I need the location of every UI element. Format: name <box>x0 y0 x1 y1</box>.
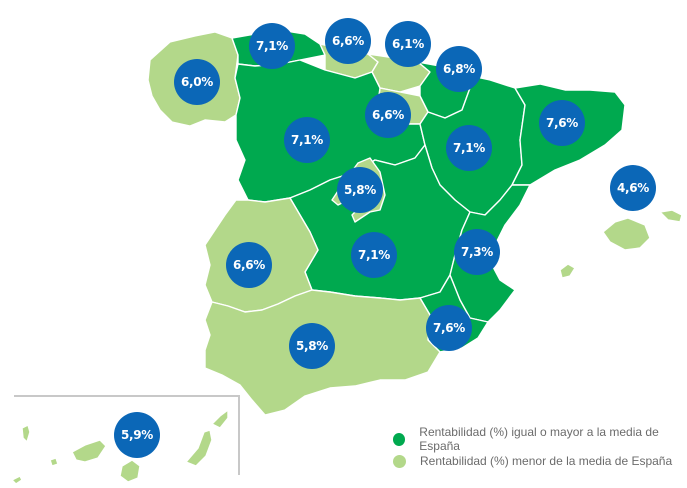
value-bubble-cantabria: 6,6% <box>325 18 371 64</box>
legend-label: Rentabilidad (%) menor de la media de Es… <box>420 454 673 468</box>
legend-item-below-average: Rentabilidad (%) menor de la media de Es… <box>393 450 687 472</box>
legend-dot-icon <box>393 432 406 446</box>
value-bubble-galicia: 6,0% <box>174 59 220 105</box>
value-bubble-extremadura: 6,6% <box>226 242 272 288</box>
region-canarias-fuerteventura[interactable] <box>185 429 213 467</box>
legend: Rentabilidad (%) igual o mayor a la medi… <box>393 425 687 472</box>
value-bubble-castilla-leon: 7,1% <box>284 117 330 163</box>
region-baleares-mallorca[interactable] <box>602 217 651 251</box>
value-bubble-baleares: 4,6% <box>610 165 656 211</box>
value-bubble-castilla-la-mancha: 7,1% <box>351 232 397 278</box>
value-bubble-canarias: 5,9% <box>114 412 160 458</box>
region-canarias-tenerife[interactable] <box>71 439 107 463</box>
canary-islands-inset-frame <box>14 395 240 475</box>
region-canarias-el-hierro[interactable] <box>11 475 23 485</box>
region-canarias-la-gomera[interactable] <box>49 457 59 467</box>
region-baleares-ibiza[interactable] <box>559 263 576 279</box>
region-canarias-la-palma[interactable] <box>21 424 31 443</box>
region-canarias-lanzarote[interactable] <box>211 409 229 429</box>
value-bubble-pais-vasco: 6,1% <box>385 21 431 67</box>
value-bubble-la-rioja: 6,6% <box>365 92 411 138</box>
value-bubble-asturias: 7,1% <box>249 23 295 69</box>
value-bubble-murcia: 7,6% <box>426 305 472 351</box>
legend-dot-icon <box>393 454 406 468</box>
value-bubble-cataluna: 7,6% <box>539 100 585 146</box>
value-bubble-navarra: 6,8% <box>436 46 482 92</box>
legend-item-above-average: Rentabilidad (%) igual o mayor a la medi… <box>393 425 687 453</box>
legend-label: Rentabilidad (%) igual o mayor a la medi… <box>419 425 659 453</box>
value-bubble-aragon: 7,1% <box>446 125 492 171</box>
value-bubble-valencia: 7,3% <box>454 229 500 275</box>
value-bubble-madrid: 5,8% <box>337 167 383 213</box>
region-baleares-menorca[interactable] <box>659 209 683 223</box>
region-canarias-gran-canaria[interactable] <box>119 459 141 483</box>
value-bubble-andalucia: 5,8% <box>289 323 335 369</box>
